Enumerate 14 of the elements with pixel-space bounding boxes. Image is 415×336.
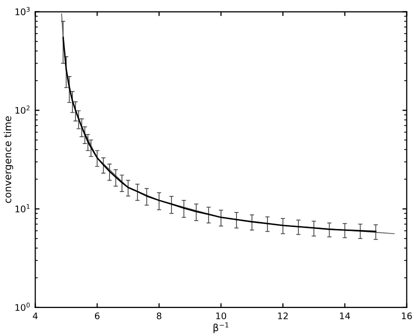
- x-tick-label: 8: [156, 312, 162, 320]
- x-tick-label: 10: [216, 312, 226, 320]
- x-tick-label: 12: [278, 312, 288, 320]
- x-tick-label: 6: [94, 312, 100, 320]
- y-tick-label: 10$^{3}$: [16, 6, 30, 16]
- line-series: [62, 36, 376, 232]
- y-axis-title: convergence time: [4, 116, 14, 203]
- x-axis-title: β$^{−1}$: [214, 322, 228, 334]
- y-tick-label: 10$^{0}$: [16, 302, 30, 311]
- x-tick-label: 16: [402, 312, 412, 320]
- x-tick-label: 4: [32, 312, 38, 320]
- x-tick-label: 14: [340, 312, 350, 320]
- y-tick-label: 10$^{2}$: [16, 106, 30, 114]
- y-tick-label: 10$^{1}$: [16, 204, 30, 212]
